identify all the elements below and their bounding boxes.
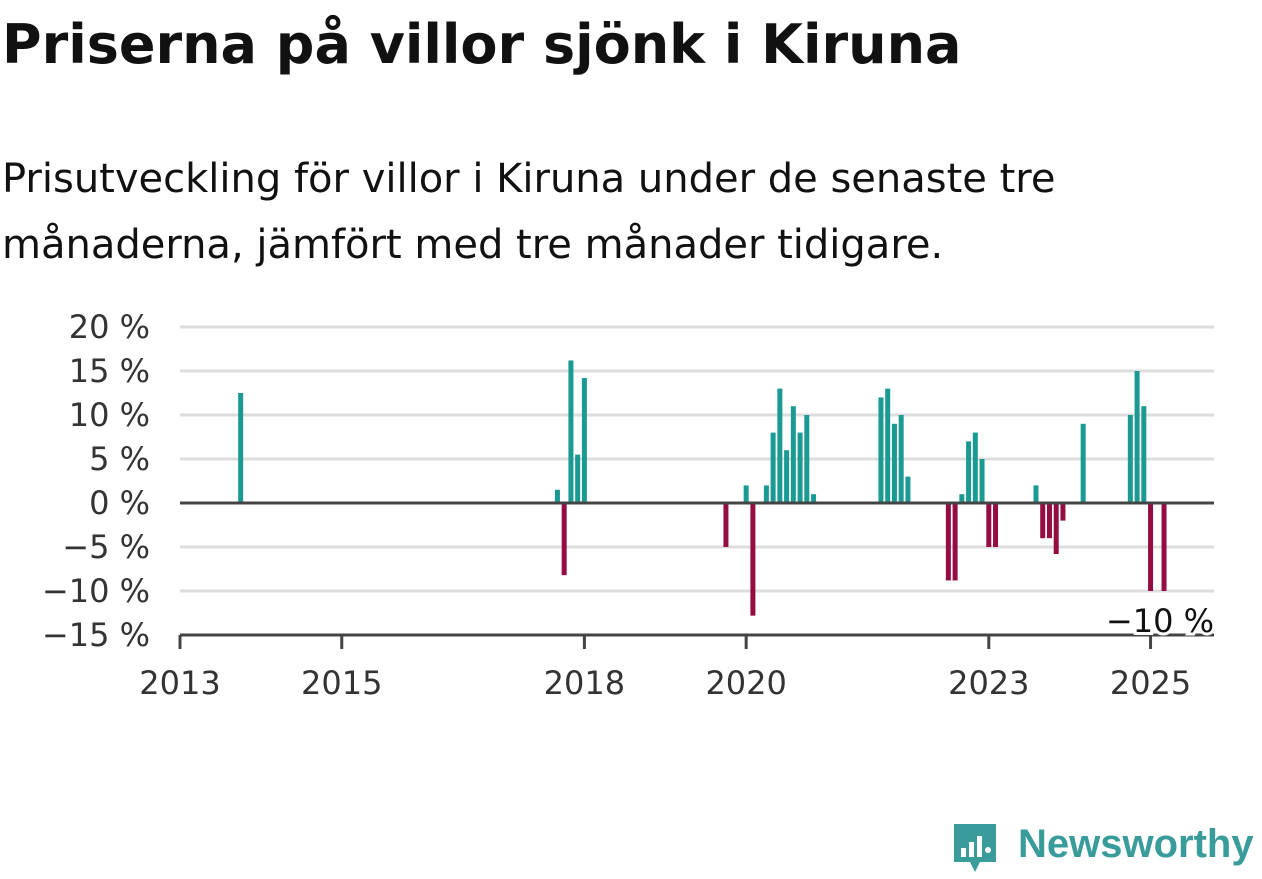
newsworthy-logo: Newsworthy <box>950 818 1260 878</box>
price-change-bar-chart: 20 %15 %10 %5 %0 %−5 %−10 %−15 % 2013 201… <box>42 308 1217 700</box>
bar <box>898 415 904 503</box>
bar <box>770 432 776 503</box>
x-tick-label: 2018 <box>544 664 625 700</box>
bar <box>1161 503 1167 591</box>
brand-name: Newsworthy <box>1018 822 1254 866</box>
bar <box>878 397 884 503</box>
bar <box>763 485 769 503</box>
bar <box>1060 503 1066 521</box>
y-tick-label: 0 % <box>89 484 150 522</box>
bar <box>1033 485 1039 503</box>
bar <box>979 459 985 503</box>
bar <box>1141 406 1147 503</box>
y-tick-label: 20 % <box>69 308 150 346</box>
y-tick-label: −15 % <box>42 616 150 654</box>
y-axis-ticks: 20 % 15 % 10 % 5 % 0 % −5 % −10 % −15 % <box>42 308 150 654</box>
bar <box>797 432 803 503</box>
grid-lines <box>180 325 1214 593</box>
y-tick-label: −5 % <box>62 528 150 566</box>
bar <box>959 494 965 503</box>
y-tick-label: 10 % <box>69 396 150 434</box>
bar <box>993 503 999 547</box>
chart-subtitle: Prisutveckling för villor i Kiruna under… <box>2 156 1056 268</box>
x-tick-label: 2025 <box>1110 664 1191 700</box>
annotation-label: −10 % <box>1106 602 1214 640</box>
bar <box>554 489 560 503</box>
bar <box>945 503 951 581</box>
bar <box>777 388 783 503</box>
bar <box>1134 371 1140 503</box>
annotations: −10 % <box>1103 599 1217 643</box>
bar <box>1127 415 1133 503</box>
bar <box>568 360 574 503</box>
bar <box>905 476 911 503</box>
bar <box>1040 503 1046 539</box>
chart-title: Priserna på villor sjönk i Kiruna <box>2 13 962 76</box>
x-tick-label: 2023 <box>948 664 1029 700</box>
bar <box>790 406 796 503</box>
x-tick-label: 2013 <box>139 664 220 700</box>
y-tick-label: −10 % <box>42 572 150 610</box>
bar <box>1046 503 1052 539</box>
bar <box>966 441 972 503</box>
x-tick-label: 2020 <box>705 664 786 700</box>
y-tick-label: 5 % <box>89 440 150 478</box>
bar <box>723 503 729 547</box>
bar <box>238 393 244 503</box>
bar <box>1053 503 1059 555</box>
bar <box>804 415 810 503</box>
bar <box>986 503 992 547</box>
bar <box>1148 503 1154 591</box>
axes <box>180 501 1214 637</box>
bar <box>561 503 567 576</box>
bar <box>581 378 587 503</box>
bar <box>885 388 891 503</box>
bar <box>750 503 756 616</box>
bar <box>784 450 790 503</box>
x-axis-ticks: 2013 2015 2018 2020 2023 2025 <box>139 635 1191 700</box>
newsworthy-logo-icon <box>954 824 996 872</box>
bars <box>238 360 1167 616</box>
x-tick-label: 2015 <box>301 664 382 700</box>
bar <box>891 423 897 503</box>
bar <box>952 503 958 581</box>
bar <box>575 454 581 503</box>
bar <box>1080 423 1086 503</box>
bar <box>743 485 749 503</box>
bar <box>972 432 978 503</box>
bar <box>811 494 817 503</box>
y-tick-label: 15 % <box>69 352 150 390</box>
